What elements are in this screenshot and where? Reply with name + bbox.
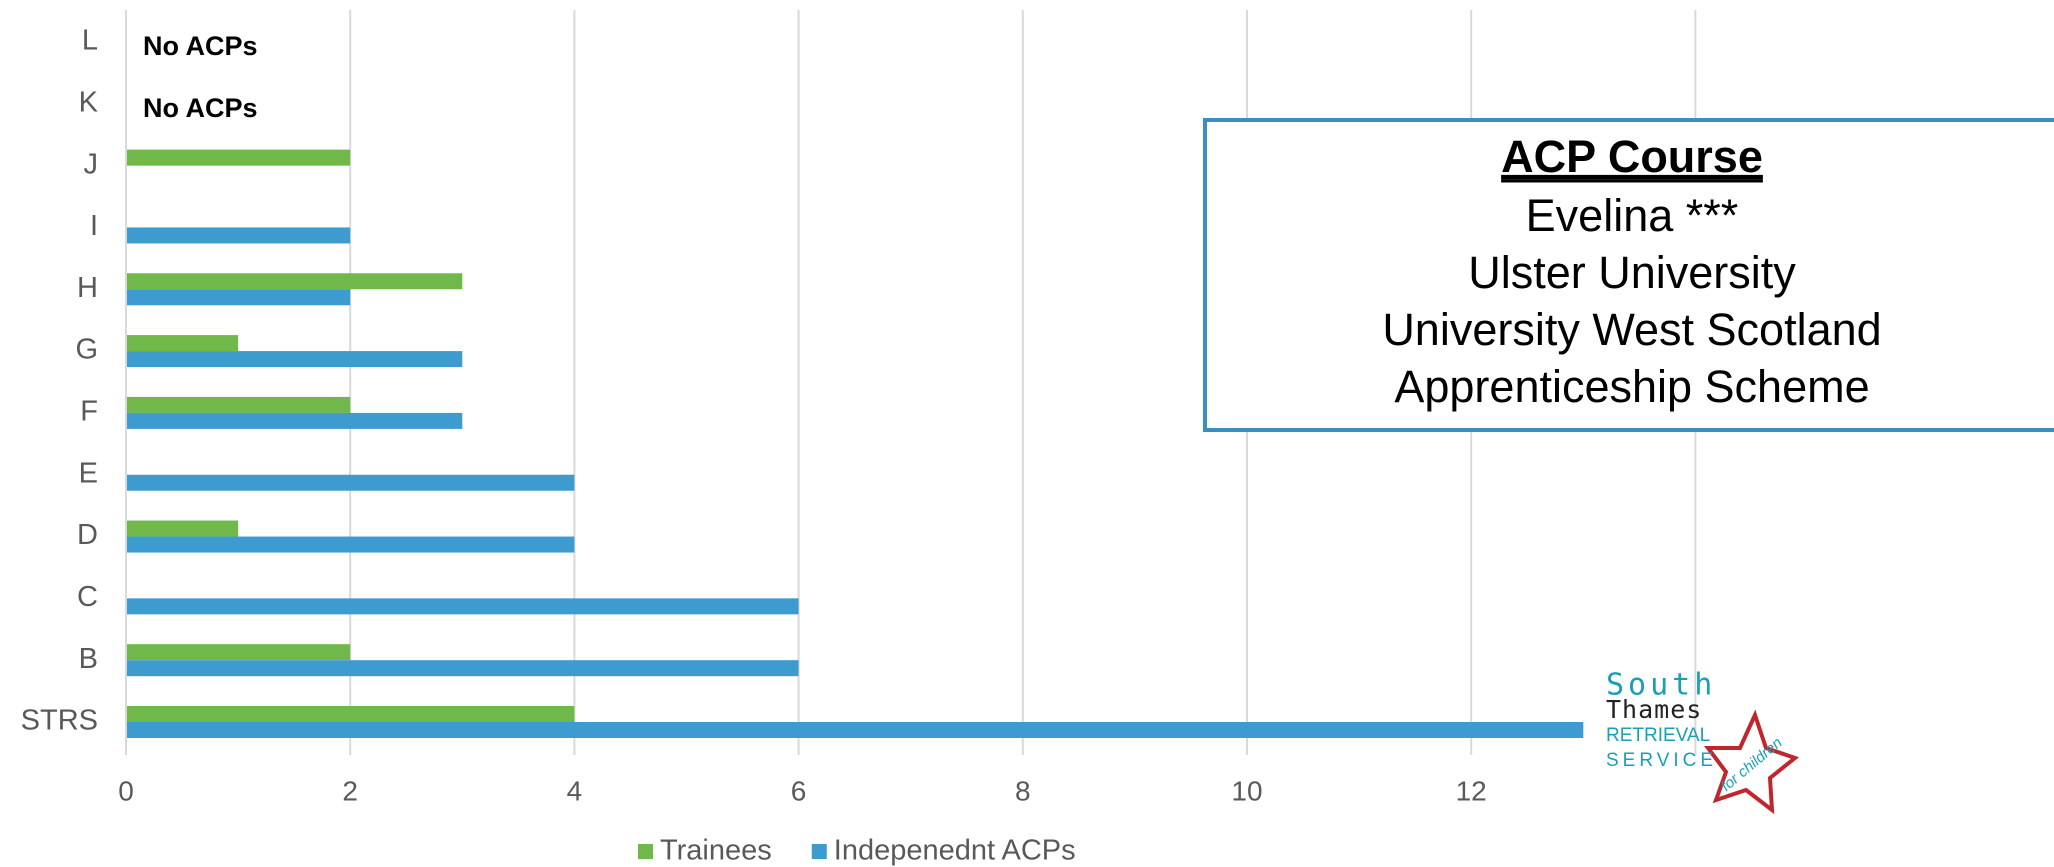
x-tick-label: 10	[1231, 775, 1262, 806]
legend-label: Indepenednt ACPs	[834, 835, 1076, 867]
annotation: No ACPs	[143, 31, 258, 61]
bar	[126, 520, 239, 537]
bar	[126, 273, 463, 290]
y-tick-label: I	[90, 210, 98, 242]
logo-badge: for children	[1718, 734, 1786, 795]
x-tick-label: 2	[342, 775, 358, 806]
logo-text: SERVICE	[1606, 750, 1717, 771]
y-tick-label: D	[77, 519, 98, 551]
bar	[126, 644, 351, 661]
y-tick-label: STRS	[21, 705, 98, 737]
x-tick-label: 0	[118, 775, 134, 806]
bar	[126, 706, 575, 722]
text-box-line: Ulster University	[1468, 247, 1796, 298]
logo-text: RETRIEVAL	[1606, 725, 1710, 746]
bar	[126, 335, 239, 352]
logo-text: South	[1606, 668, 1716, 703]
bar	[126, 149, 351, 166]
bar	[126, 289, 351, 306]
x-tick-label: 12	[1456, 775, 1487, 806]
x-tick-label: 6	[791, 775, 807, 806]
y-tick-label: K	[79, 86, 99, 118]
bar	[126, 351, 463, 368]
text-box-line: University West Scotland	[1382, 304, 1881, 355]
text-box-line: Apprenticeship Scheme	[1394, 361, 1869, 412]
y-tick-label: E	[79, 457, 98, 489]
y-tick-label: L	[82, 25, 98, 57]
text-box	[1203, 118, 2054, 432]
logo-star	[1704, 709, 1800, 815]
y-tick-label: J	[84, 148, 99, 180]
y-tick-label: G	[75, 334, 98, 366]
legend-swatch	[811, 844, 827, 859]
logo-text: Thames	[1606, 695, 1702, 724]
x-tick-label: 8	[1015, 775, 1031, 806]
bar	[126, 474, 575, 491]
bar	[126, 722, 1584, 738]
annotation: No ACPs	[143, 93, 258, 123]
text-box-title: ACP Course	[1501, 131, 1763, 182]
x-tick-label: 4	[567, 775, 583, 806]
legend-swatch	[638, 844, 653, 859]
bar	[126, 412, 463, 429]
y-tick-label: H	[77, 272, 98, 304]
y-tick-label: B	[79, 643, 98, 675]
y-tick-label: C	[77, 581, 98, 613]
bar	[126, 598, 799, 615]
bar	[126, 227, 351, 244]
text-box-line: Evelina ***	[1526, 190, 1739, 241]
bar	[126, 536, 575, 553]
legend-label: Trainees	[660, 835, 772, 867]
bar	[126, 660, 799, 677]
bar	[126, 396, 351, 413]
y-tick-label: F	[80, 396, 98, 428]
